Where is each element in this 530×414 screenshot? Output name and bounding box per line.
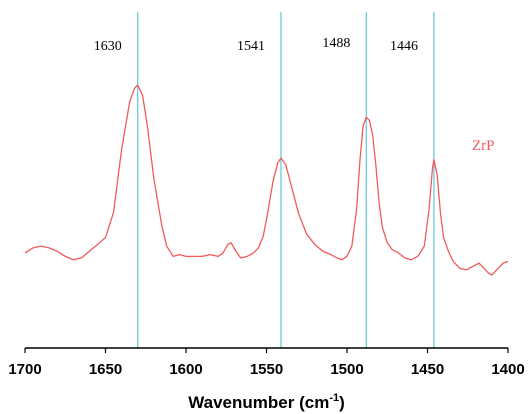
x-tick-label: 1450 — [411, 361, 444, 378]
peak-label: 1446 — [390, 39, 418, 54]
peak-label: 1488 — [322, 36, 350, 51]
peak-label: 1541 — [237, 39, 265, 54]
x-axis-ticks — [24, 348, 509, 353]
x-tick-label: 1550 — [250, 361, 283, 378]
x-tick-label: 1700 — [8, 361, 41, 378]
reference-lines — [137, 12, 435, 348]
x-tick-label: 1500 — [330, 361, 363, 378]
series-line-zrp — [24, 84, 509, 276]
x-axis-title-superscript: -1 — [329, 392, 339, 404]
x-axis-tick-labels: 1700 1650 1600 1550 1500 1450 1400 — [8, 361, 524, 378]
x-axis-title: Wavenumber (cm-1) — [188, 392, 345, 412]
x-tick-label: 1400 — [491, 361, 524, 378]
x-axis-title-suffix: ) — [339, 393, 345, 412]
reference-labels: 1630 1541 1488 1446 — [94, 36, 418, 54]
series-layer: ZrP — [24, 84, 509, 276]
x-tick-label: 1600 — [169, 361, 202, 378]
x-tick-label: 1650 — [89, 361, 122, 378]
peak-label: 1630 — [94, 39, 122, 54]
x-axis-title-main: Wavenumber (cm — [188, 393, 329, 412]
series-label: ZrP — [472, 138, 495, 154]
